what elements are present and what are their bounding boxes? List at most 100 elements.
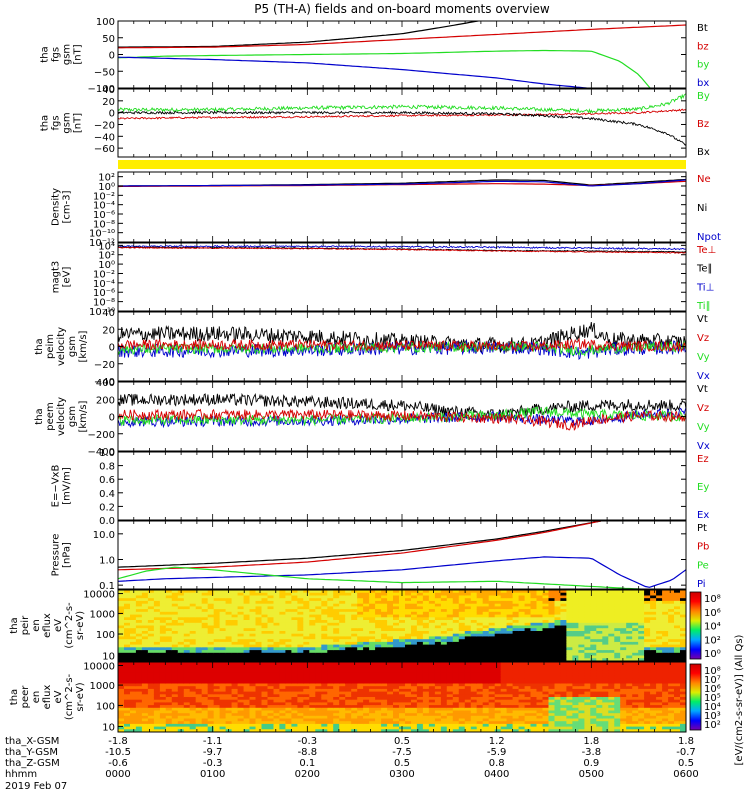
heatmap-cell xyxy=(512,639,520,643)
heatmap-cell xyxy=(339,652,346,657)
heatmap-cell xyxy=(548,647,556,651)
ytick-label: 1000 xyxy=(90,609,115,620)
heatmap-cell xyxy=(524,633,532,637)
heatmap-cell xyxy=(369,688,376,693)
heatmap-cell xyxy=(518,617,526,621)
heatmap-cell xyxy=(118,620,125,624)
heatmap-cell xyxy=(315,631,322,635)
heatmap-cell xyxy=(602,590,609,594)
heatmap-cell xyxy=(369,686,376,690)
ylabel-line: [nT] xyxy=(73,44,84,64)
heatmap-cell xyxy=(213,710,221,714)
heatmap-cell xyxy=(231,639,239,643)
heatmap-cell xyxy=(405,667,412,671)
heatmap-cell xyxy=(644,655,651,659)
heatmap-cell xyxy=(470,611,478,616)
heatmap-cell xyxy=(285,600,292,605)
heatmap-cell xyxy=(369,667,376,671)
heatmap-cell xyxy=(632,595,639,599)
heatmap-cell xyxy=(285,726,292,730)
heatmap-cell xyxy=(135,658,143,661)
heatmap-cell xyxy=(219,723,227,728)
heatmap-cell xyxy=(524,641,532,646)
ytick-label: −200 xyxy=(88,430,115,441)
heatmap-cell xyxy=(118,697,125,701)
heatmap-cell xyxy=(130,636,137,640)
heatmap-cell xyxy=(147,718,155,722)
heatmap-cell xyxy=(303,723,310,728)
heatmap-cell xyxy=(363,617,370,621)
heatmap-cell xyxy=(333,633,340,637)
heatmap-cell xyxy=(345,611,352,616)
heatmap-cell xyxy=(171,592,179,596)
heatmap-cell xyxy=(195,631,203,635)
heatmap-cell xyxy=(482,639,490,643)
heatmap-cell xyxy=(303,609,310,613)
heatmap-cell xyxy=(434,600,442,605)
heatmap-cell xyxy=(130,620,137,624)
heatmap-cell xyxy=(309,620,316,624)
heatmap-cell xyxy=(207,641,215,646)
heatmap-cell xyxy=(249,650,257,654)
heatmap-cell xyxy=(141,723,149,728)
heatmap-cell xyxy=(500,639,508,643)
heatmap-cell xyxy=(183,633,191,637)
heatmap-cell xyxy=(470,707,478,712)
series-fgs-bx xyxy=(118,56,587,88)
heatmap-cell xyxy=(321,715,328,720)
heatmap-cell xyxy=(351,609,358,613)
heatmap-cell xyxy=(219,639,227,643)
heatmap-cell xyxy=(153,647,161,651)
heatmap-cell xyxy=(674,647,681,651)
heatmap-cell xyxy=(315,592,322,596)
heatmap-cell xyxy=(411,639,418,643)
heatmap-cell xyxy=(124,699,131,703)
heatmap-cell xyxy=(225,590,233,594)
heatmap-cell xyxy=(153,688,161,693)
heatmap-cell xyxy=(171,721,179,725)
heatmap-cell xyxy=(219,688,227,693)
heatmap-cell xyxy=(369,726,376,730)
heatmap-cell xyxy=(225,633,233,637)
ytick-label: 10000 xyxy=(83,590,115,601)
heatmap-cell xyxy=(548,611,556,616)
heatmap-cell xyxy=(309,707,316,712)
heatmap-cell xyxy=(243,617,251,621)
heatmap-cell xyxy=(297,713,304,717)
heatmap-cell xyxy=(596,641,603,646)
heatmap-cell xyxy=(405,631,412,635)
heatmap-cell xyxy=(548,620,556,624)
heatmap-cell xyxy=(548,614,556,618)
heatmap-cell xyxy=(207,606,215,610)
heatmap-cell xyxy=(171,667,179,671)
heatmap-cell xyxy=(668,611,675,616)
heatmap-cell xyxy=(333,598,340,602)
heatmap-cell xyxy=(399,614,406,618)
heatmap-cell xyxy=(381,680,388,685)
heatmap-cell xyxy=(189,715,197,720)
heatmap-cell xyxy=(201,705,209,709)
ytick-label: 10² xyxy=(98,173,115,184)
heatmap-cell xyxy=(363,631,370,635)
heatmap-cell xyxy=(518,622,526,627)
heatmap-cell xyxy=(411,705,418,709)
heatmap-cell xyxy=(375,715,382,720)
heatmap-cell xyxy=(153,598,161,602)
heatmap-cell xyxy=(638,652,645,657)
heatmap-cell xyxy=(213,620,221,624)
heatmap-cell xyxy=(315,614,322,618)
heatmap-cell xyxy=(327,622,334,627)
heatmap-cell xyxy=(165,592,173,596)
heatmap-cell xyxy=(273,595,281,599)
heatmap-cell xyxy=(482,595,490,599)
heatmap-cell xyxy=(213,707,221,712)
heatmap-cell xyxy=(219,595,227,599)
heatmap-cell xyxy=(428,600,436,605)
heatmap-cell xyxy=(309,691,316,695)
heatmap-cell xyxy=(219,664,227,668)
heatmap-cell xyxy=(147,631,155,635)
heatmap-cell xyxy=(351,699,358,703)
heatmap-cell xyxy=(590,622,597,627)
heatmap-cell xyxy=(530,617,538,621)
heatmap-cell xyxy=(458,628,466,632)
